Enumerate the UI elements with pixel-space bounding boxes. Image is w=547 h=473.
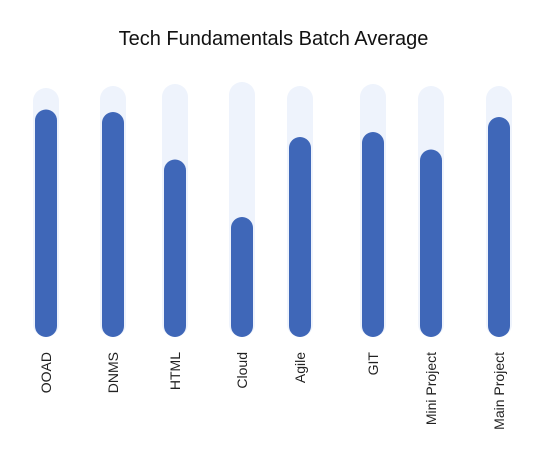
bar-html[interactable] (164, 160, 186, 338)
bar-dnms[interactable] (102, 112, 124, 337)
x-tick-labels: OOAD DNMS HTML Cloud Agile GIT Mini Project Mai… (38, 352, 507, 430)
x-tick-label: GIT (365, 352, 381, 376)
bar-ooad[interactable] (35, 110, 57, 338)
x-tick-label: Mini Project (423, 352, 439, 425)
x-tick-label: HTML (167, 352, 183, 390)
x-tick-label: Main Project (491, 352, 507, 430)
bar-git[interactable] (362, 132, 384, 337)
x-tick-label: OOAD (38, 352, 54, 393)
bar-cloud[interactable] (231, 217, 253, 337)
bar-main-project[interactable] (488, 117, 510, 337)
bar-agile[interactable] (289, 137, 311, 337)
x-tick-label: Agile (292, 352, 308, 383)
bar-mini-project[interactable] (420, 150, 442, 338)
x-tick-label: Cloud (234, 352, 250, 389)
x-tick-label: DNMS (105, 352, 121, 393)
